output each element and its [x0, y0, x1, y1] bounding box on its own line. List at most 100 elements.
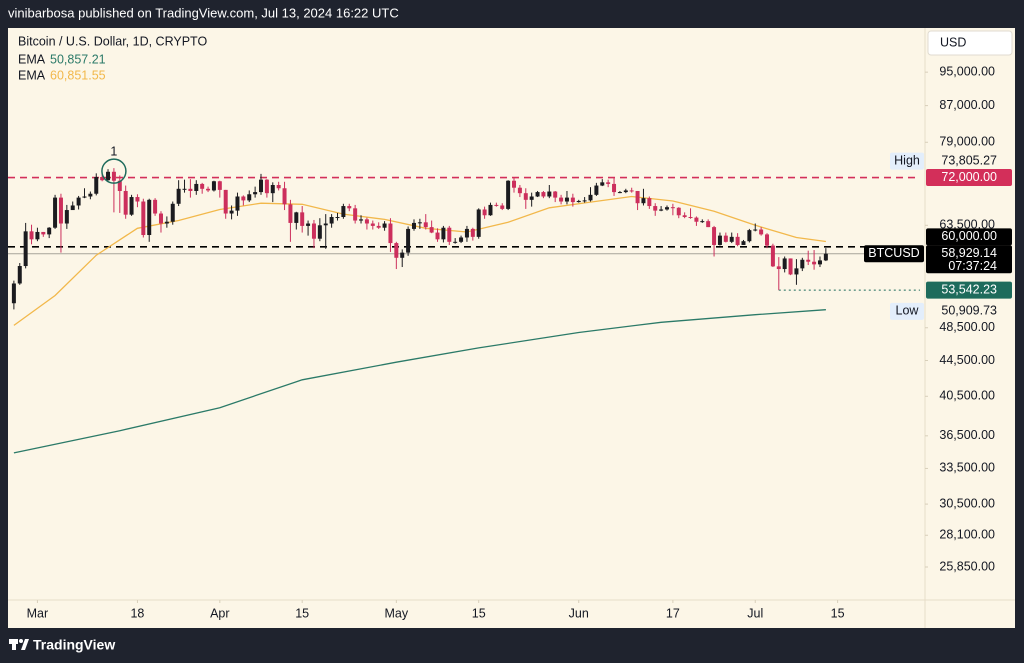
candle-body [770, 245, 775, 267]
candle-body [376, 225, 381, 228]
candle-body [335, 217, 340, 219]
symbol-label: BTCUSD [868, 246, 919, 260]
candle-body [759, 229, 764, 235]
candle-body [765, 234, 770, 246]
candle-body [53, 197, 58, 228]
y-tick-label: 87,000.00 [939, 98, 995, 112]
candle-body [517, 187, 522, 194]
candle-body [459, 237, 464, 242]
annotation-label: 1 [110, 144, 117, 158]
candle-body [429, 227, 434, 233]
tradingview-logo [9, 639, 29, 650]
x-tick-label: 15 [295, 606, 309, 620]
candle-body [541, 192, 546, 197]
candle-body [547, 191, 552, 197]
candle-body [753, 229, 758, 231]
x-tick-label: May [385, 606, 409, 620]
y-tick-label: 95,000.00 [939, 64, 995, 78]
candle-body [82, 196, 87, 198]
candle-body [623, 190, 628, 193]
plot-area [8, 158, 920, 454]
chart-background [8, 28, 1015, 628]
x-tick-label: 15 [472, 606, 486, 620]
y-tick-label: 48,500.00 [939, 320, 995, 334]
candle-body [311, 223, 316, 239]
candle-body [659, 209, 664, 211]
candle-body [211, 181, 216, 191]
candle-body [235, 196, 240, 211]
candle-body [453, 241, 458, 243]
candle-body [347, 206, 352, 209]
candle-body [694, 217, 699, 222]
legend-name: EMA [18, 68, 46, 82]
legend-value: 50,857.21 [50, 52, 106, 66]
stat-value: 50,909.73 [941, 304, 997, 318]
candle-body [670, 207, 675, 209]
x-tick-label: Jul [747, 606, 763, 620]
candle-body [23, 231, 28, 267]
chart-title: Bitcoin / U.S. Dollar, 1D, CRYPTO [18, 34, 207, 48]
candle-body [259, 179, 264, 193]
candle-body [570, 197, 575, 203]
candle-body [223, 189, 228, 214]
annotation-circle [101, 158, 127, 184]
candle-body [200, 183, 205, 189]
candle-body [794, 268, 799, 275]
candle-body [100, 177, 105, 181]
candle-body [706, 221, 711, 228]
candle-body [282, 188, 287, 205]
candle-body [717, 235, 722, 245]
candle-body [512, 180, 517, 188]
candle-body [617, 192, 622, 194]
legend-value: 60,851.55 [50, 68, 106, 82]
y-tick-label: 28,100.00 [939, 528, 995, 542]
candle-body [647, 198, 652, 207]
candle-body [276, 185, 281, 189]
candle-body [370, 223, 375, 226]
candle-body [606, 182, 611, 184]
candle-body [35, 231, 40, 240]
candle-body [247, 194, 252, 201]
legend-name: EMA [18, 52, 46, 66]
x-tick-label: Mar [27, 606, 49, 620]
candle-body [94, 177, 99, 194]
candle-body [111, 171, 116, 181]
candle-body [800, 259, 805, 269]
candle-body [712, 227, 717, 245]
candle-body [470, 228, 475, 237]
price-label: 72,000.00 [941, 170, 997, 184]
x-tick-label: Apr [210, 606, 229, 620]
candle-body [241, 196, 246, 201]
candle-body [682, 215, 687, 218]
candle-body [170, 203, 175, 222]
candle-body [106, 171, 111, 181]
currency[interactable]: USD [940, 35, 966, 49]
candle-body [500, 205, 505, 209]
candle-body [188, 188, 193, 191]
candle-body [435, 232, 440, 240]
candle-body [164, 221, 169, 224]
candle-body [353, 208, 358, 221]
candle-body [364, 219, 369, 224]
candle-body [482, 209, 487, 216]
candle-body [423, 222, 428, 228]
candle-body [723, 235, 728, 242]
candle-body [523, 193, 528, 200]
candle-body [476, 209, 481, 237]
candle-body [535, 192, 540, 197]
price-label-box [926, 228, 1012, 246]
logo-part [19, 639, 23, 643]
y-tick-label: 44,500.00 [939, 353, 995, 367]
candle-body [653, 206, 658, 211]
candle-body [264, 179, 269, 194]
candle-body [117, 180, 122, 191]
y-tick-label: 79,000.00 [939, 135, 995, 149]
y-tick-label: 25,850.00 [939, 559, 995, 573]
candle-body [406, 228, 411, 253]
currency-box[interactable] [927, 30, 1013, 56]
logo-part [12, 639, 16, 650]
candle-body [300, 212, 305, 226]
stat-value: 73,805.27 [941, 153, 997, 167]
candle-body [735, 236, 740, 245]
stat-name-box [890, 302, 924, 320]
